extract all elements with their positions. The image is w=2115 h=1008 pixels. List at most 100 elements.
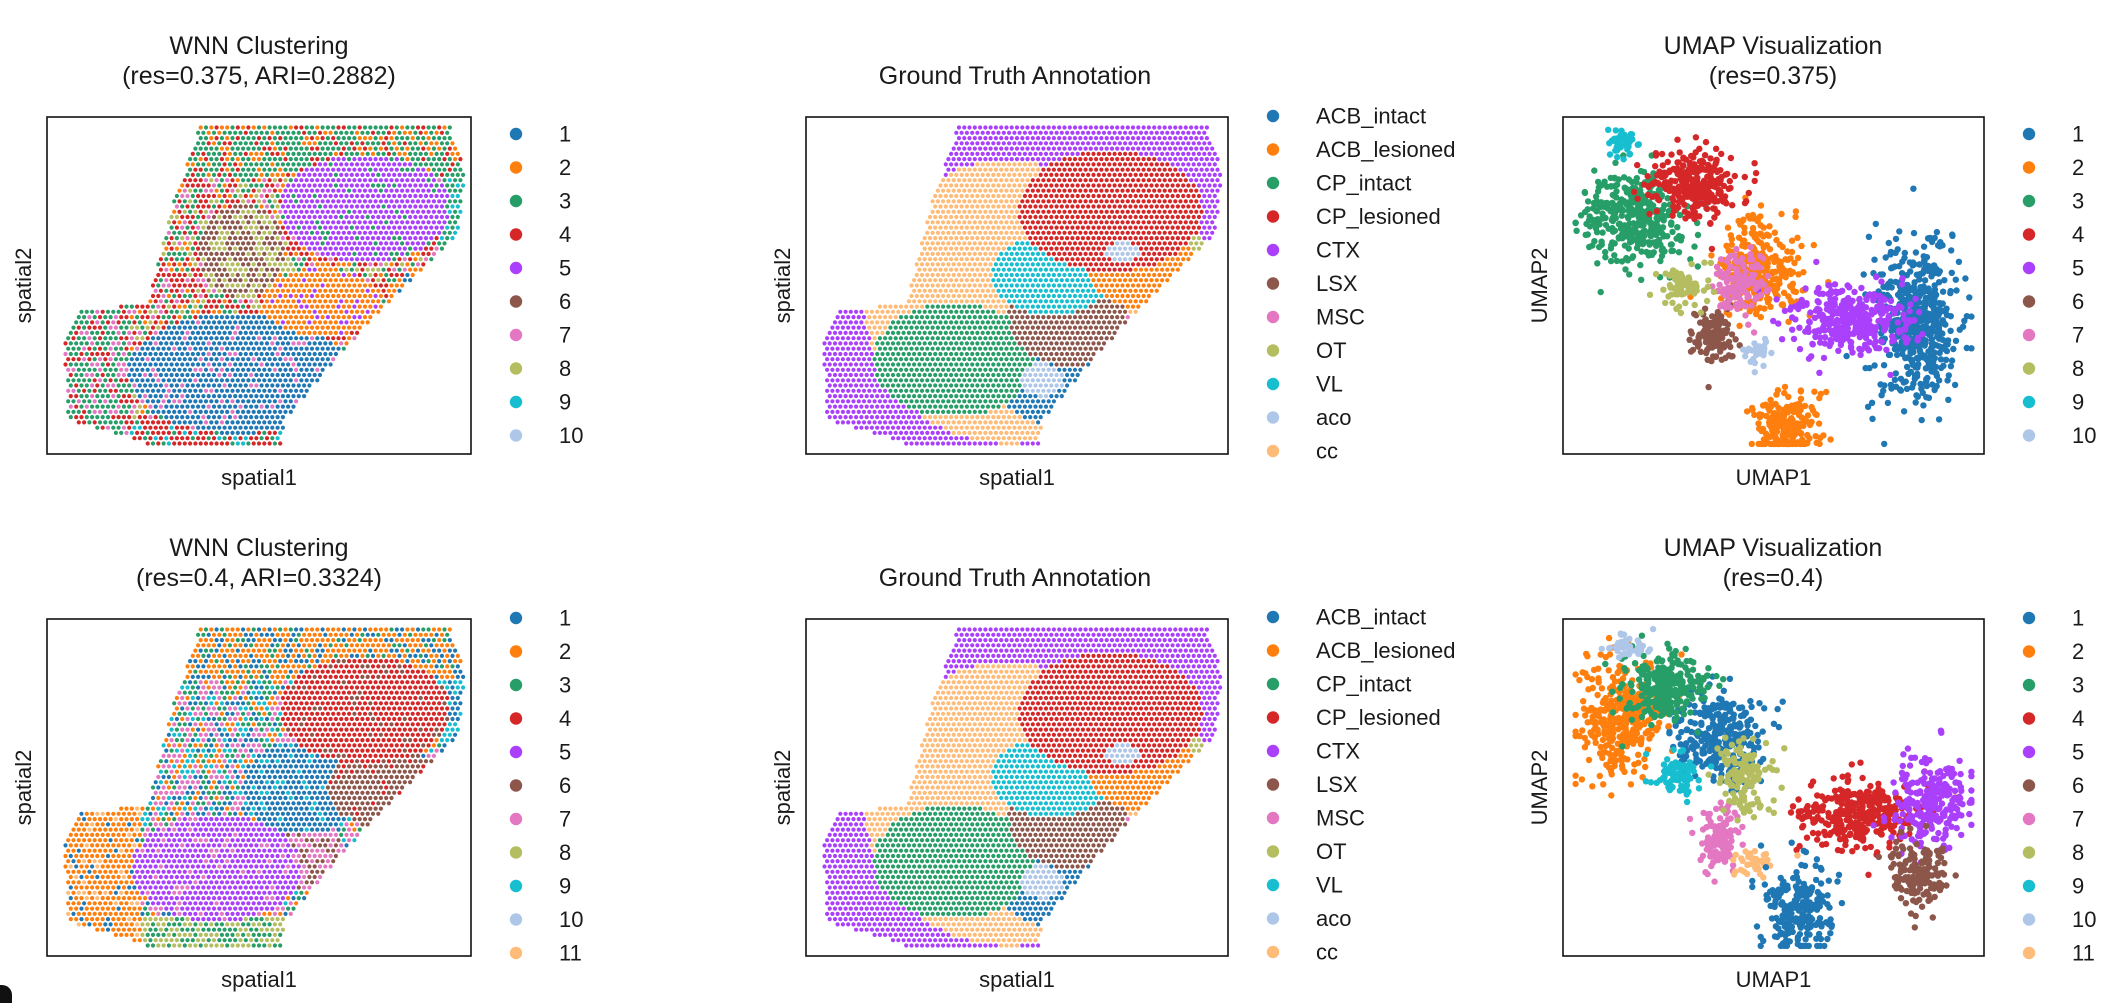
spot [1173,146,1178,151]
spot [373,188,378,193]
spot [421,146,426,151]
spot [222,172,227,177]
spot [206,383,211,388]
spot [331,230,336,235]
spot [1146,230,1151,235]
spot [426,178,431,183]
spot [993,188,999,193]
spot [196,299,201,304]
spot [214,346,219,351]
spot [949,299,954,304]
spot [975,288,980,293]
spot [328,309,333,314]
spot [1160,225,1165,230]
spot [415,199,421,204]
spot [315,283,320,288]
spot [251,230,256,235]
spot [164,415,169,420]
spot [283,336,288,341]
spot [1109,251,1115,256]
spot [1036,262,1041,267]
spot [1057,178,1062,183]
spot [201,309,206,314]
spot [320,146,325,151]
spot [922,278,927,283]
spot [140,378,145,383]
spot [190,404,195,409]
spot [985,246,991,251]
spot [264,330,270,335]
spot [135,420,140,425]
spot [1067,188,1072,193]
spot [1017,278,1022,283]
spot [1007,193,1012,199]
spot [1033,183,1038,188]
spot [1146,199,1151,204]
legend-label: 3 [559,189,571,214]
spot [174,394,179,399]
spot [243,330,248,335]
spot [241,136,246,141]
spot [1133,130,1138,135]
spot [203,220,209,225]
spot [198,315,203,320]
spot [349,267,354,272]
spot [988,146,993,151]
spot [1136,136,1141,141]
spot [166,409,171,414]
spot [132,341,137,346]
spot [214,367,219,372]
spot [217,141,222,146]
spot [251,188,256,193]
spot [230,420,235,425]
spot [1078,209,1083,214]
spot [1144,299,1149,304]
spot [259,183,264,188]
spot [400,157,405,162]
spot [288,199,293,204]
spot [246,441,251,446]
spot [1028,309,1033,314]
spot [1162,188,1167,193]
spot [206,425,211,430]
spot [1020,272,1025,278]
spot [251,241,256,246]
spot [951,315,956,320]
spot [357,241,362,246]
spot [188,346,193,351]
spot [1001,130,1006,135]
spot [1199,209,1204,214]
spot [249,404,254,409]
spot [384,209,389,214]
spot [1030,136,1035,141]
spot [943,162,948,167]
spot [172,388,177,393]
spot [455,172,460,177]
spot [320,325,325,330]
spot [198,325,203,330]
spot [439,236,444,241]
spot [927,257,933,262]
spot [137,415,142,420]
spot [68,351,73,357]
spot [161,378,166,383]
spot [1101,162,1107,167]
spot [299,367,304,372]
spot [124,430,129,435]
spot [323,130,328,135]
spot [1004,251,1009,256]
spot [161,325,166,330]
spot [1096,193,1101,199]
spot [256,357,262,362]
spot [1054,193,1059,199]
spot [1065,130,1070,135]
spot [209,136,214,141]
spot [999,315,1004,320]
spot [1028,246,1033,251]
spot [1175,214,1180,220]
spot [185,372,190,378]
spot [150,325,156,330]
spot [1170,225,1175,230]
spot [1128,309,1133,314]
spot [267,357,272,362]
